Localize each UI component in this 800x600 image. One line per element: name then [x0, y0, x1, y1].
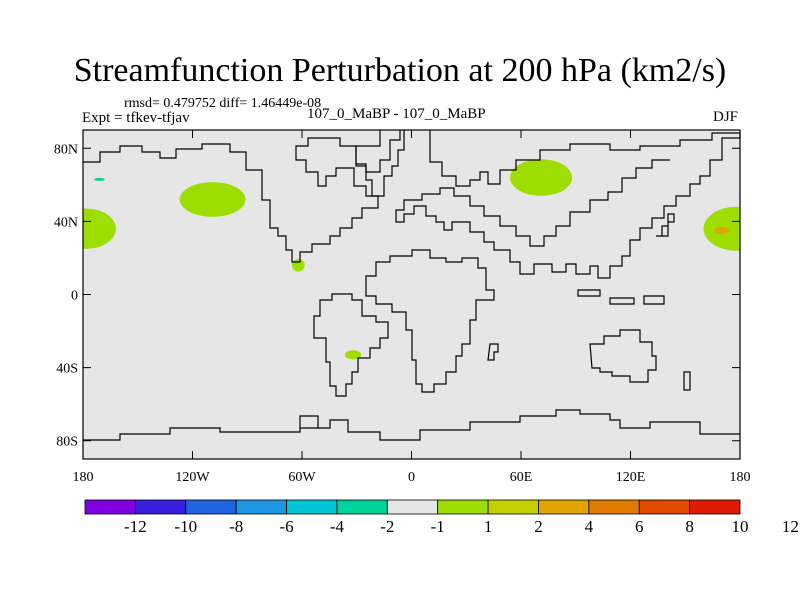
colorbar-swatch — [638, 499, 691, 515]
south-atlantic-anomaly — [344, 350, 362, 360]
lon-tick-label: 0 — [408, 470, 415, 485]
lon-tick-label: 60W — [288, 470, 316, 485]
colorbar-swatch — [689, 499, 741, 515]
runs-label: 107_0_MaBP - 107_0_MaBP — [307, 106, 486, 122]
colorbar-label: -1 — [431, 517, 445, 536]
lon-tick-label: 180 — [73, 470, 94, 485]
coastline-asia-east — [395, 133, 741, 279]
colorbar-label: -2 — [380, 517, 394, 536]
dateline-anomaly — [703, 206, 740, 251]
colorbar-swatch — [336, 499, 388, 515]
colorbar-swatch — [437, 499, 489, 515]
lat-tick-label: 80N — [54, 142, 78, 157]
coastline-madagascar — [487, 343, 499, 361]
colorbar: -12 -10 -8 -6 -4 -2 -1 1 2 4 6 8 10 12 — [84, 499, 799, 536]
coastline-antarctica — [83, 409, 740, 441]
coastline-eurasia — [429, 130, 740, 187]
colorbar-swatch — [487, 499, 539, 515]
lat-tick-label: 80S — [56, 435, 78, 450]
lat-tick-label: 0 — [71, 289, 78, 304]
coastline-greenland — [355, 130, 405, 197]
coastline-maritime — [577, 289, 665, 305]
colorbar-swatch — [286, 499, 338, 515]
colorbar-swatch — [185, 499, 237, 515]
colorbar-swatch — [84, 499, 136, 515]
gulf-of-mexico-anomaly — [291, 258, 305, 272]
coastline-australia — [589, 329, 657, 383]
lon-tick-label: 120W — [175, 470, 210, 485]
colorbar-swatch — [538, 499, 590, 515]
colorbar-label: 8 — [685, 517, 694, 536]
coastlines — [83, 130, 741, 441]
coastline-africa — [365, 249, 495, 393]
arctic-negative-anomaly — [93, 177, 105, 181]
colorbar-label: -8 — [229, 517, 243, 536]
colorbar-swatch — [588, 499, 640, 515]
colorbar-label: 2 — [534, 517, 543, 536]
coastline-japan — [656, 213, 675, 237]
lat-tick-label: 40N — [54, 215, 78, 230]
coastline-south-america — [313, 293, 389, 397]
colorbar-label: -6 — [279, 517, 293, 536]
latitude-axis: 80N 40N 0 40S 80S — [54, 142, 740, 450]
lon-tick-label: 60E — [510, 470, 533, 485]
colorbar-label: 6 — [635, 517, 644, 536]
colorbar-label: -4 — [330, 517, 345, 536]
colorbar-label: 1 — [484, 517, 493, 536]
lon-tick-label: 120E — [616, 470, 646, 485]
colorbar-swatch — [134, 499, 187, 515]
season-label: DJF — [713, 109, 739, 125]
colorbar-label: 12 — [782, 517, 799, 536]
plot-title: Streamfunction Perturbation at 200 hPa (… — [73, 52, 727, 89]
colorbar-label: -12 — [124, 517, 147, 536]
lon-tick-label: 180 — [730, 470, 751, 485]
colorbar-label: -10 — [174, 517, 197, 536]
coastline-north-america — [83, 130, 401, 263]
experiment-label: Expt = tfkev-tfjav — [82, 110, 190, 126]
central-asia-anomaly — [510, 159, 573, 196]
map-background — [83, 130, 740, 459]
coastline-antarctic-peninsula — [299, 415, 319, 428]
colorbar-label: 10 — [732, 517, 749, 536]
colorbar-label: 4 — [585, 517, 594, 536]
colorbar-swatch — [235, 499, 287, 515]
stats-line: rmsd= 0.479752 diff= 1.46449e-08 — [124, 96, 322, 111]
north-pacific-east-anomaly — [179, 182, 246, 217]
lat-tick-label: 40S — [56, 362, 78, 377]
longitude-axis: 180 120W 60W 0 60E 120E 180 — [73, 130, 751, 485]
north-pacific-west-anomaly — [83, 208, 116, 249]
anomaly-layer — [83, 159, 740, 360]
coastline-new-zealand — [683, 371, 691, 391]
dateline-anomaly-core — [714, 226, 730, 235]
colorbar-swatch — [386, 499, 439, 515]
